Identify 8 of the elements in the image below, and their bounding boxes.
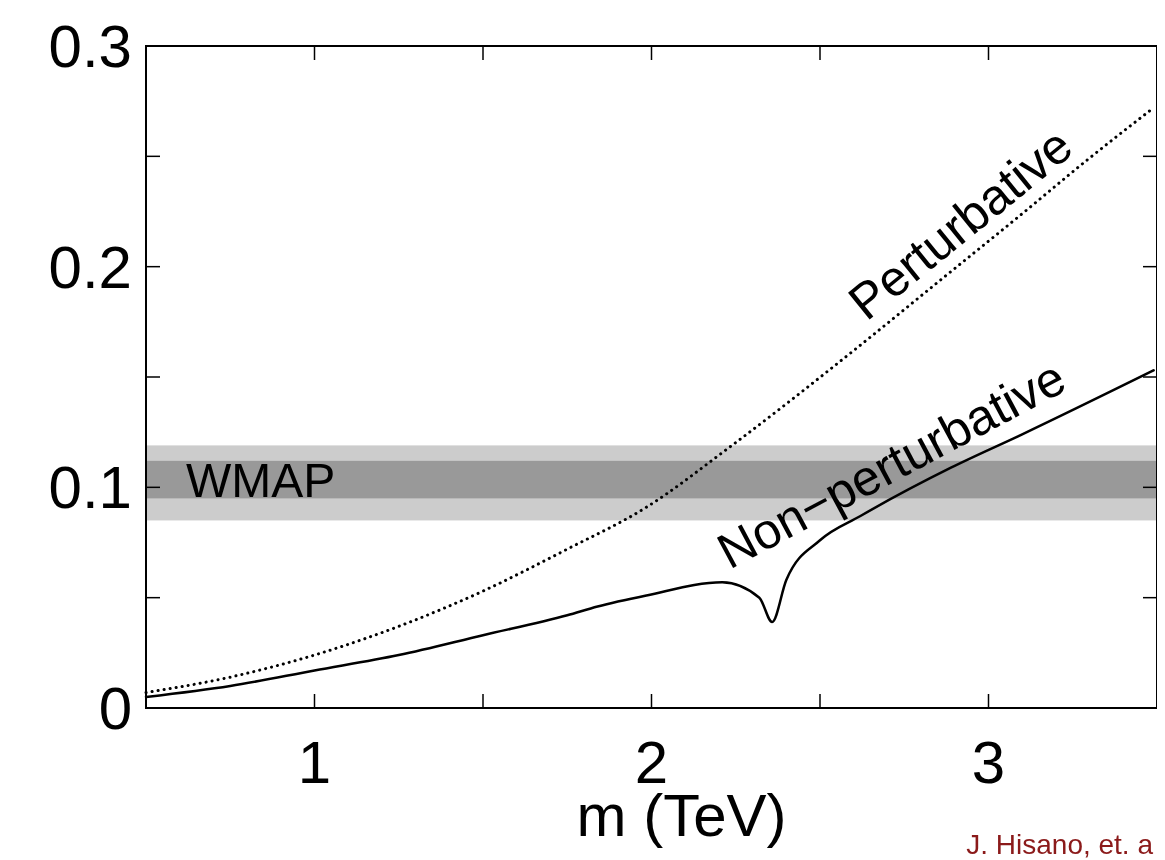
y-tick-label: 0.3 [48, 13, 132, 80]
y-tick-label: 0.1 [48, 454, 132, 522]
text: J. Hisano, et. a [966, 829, 1154, 860]
x-tick-label: 3 [971, 729, 1006, 796]
y-tick-label: 0.2 [48, 233, 132, 301]
y-tick-label: 0 [98, 675, 132, 742]
x-tick-label: 1 [297, 729, 332, 796]
band-label: WMAP [186, 453, 336, 507]
